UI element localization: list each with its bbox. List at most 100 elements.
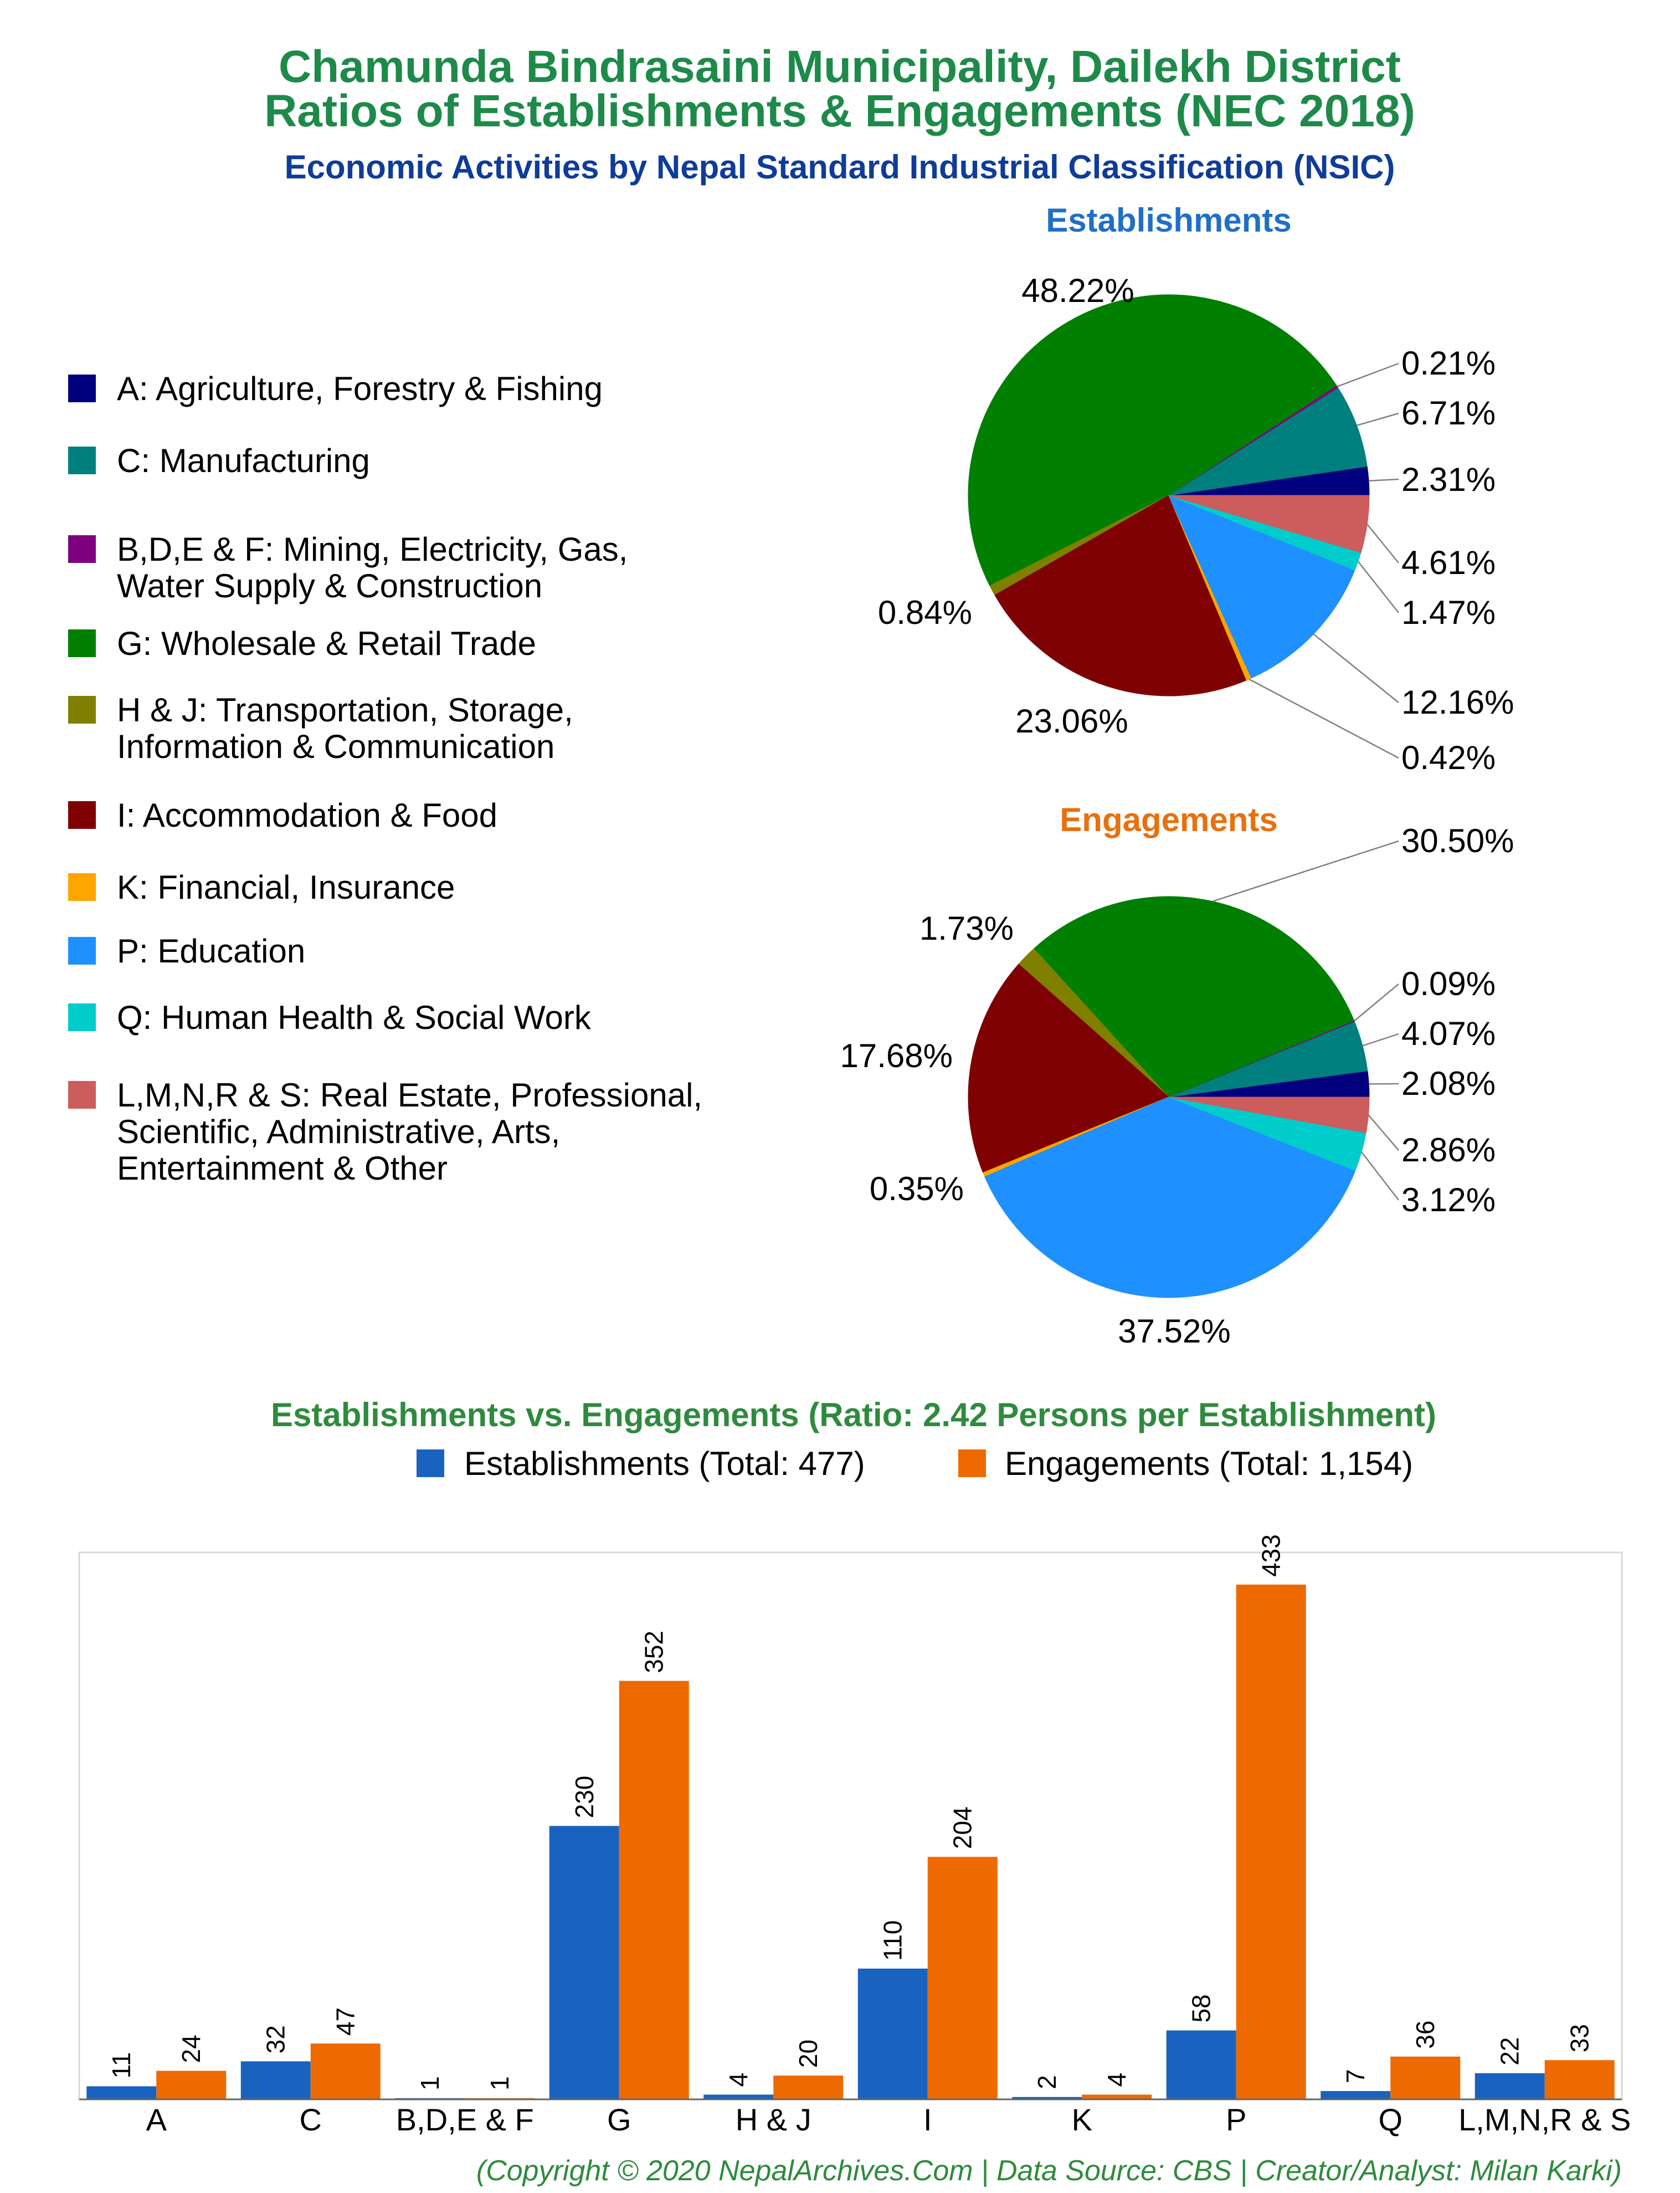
legend-swatch-4 (68, 629, 96, 657)
engagements-pie: 2.08% 4.07% 0.09% 30.50% 1.73% 17.68% 0.35% 37.… (840, 822, 1514, 1350)
x-tick-label-i: I (923, 2102, 932, 2137)
bar-establishments-g (549, 1826, 619, 2099)
bar-engagements-k (1082, 2094, 1152, 2099)
pie-label-c: 6.71% (1401, 394, 1496, 432)
legend-label-3: Water Supply & Construction (117, 567, 542, 604)
legend-label-10: Entertainment & Other (117, 1150, 448, 1187)
bar-value-label: 58 (1187, 1994, 1216, 2022)
x-tick-label-h-j: H & J (736, 2102, 811, 2137)
pie-slice-c (1168, 387, 1368, 496)
legend-label-10: Scientific, Administrative, Arts, (117, 1113, 560, 1150)
pie-label-k: 0.35% (870, 1170, 964, 1207)
pie-slice-g (1033, 896, 1355, 1098)
bar-engagements-a (156, 2071, 227, 2099)
bar-engagements-l-m-n-r-s (1544, 2060, 1615, 2099)
bar-value-label: 24 (177, 2035, 205, 2063)
legend-swatch-9 (68, 1003, 96, 1031)
bar-value-label: 230 (570, 1776, 599, 1818)
pie-label-a: 2.08% (1401, 1065, 1496, 1102)
bar-engagements-q (1390, 2056, 1461, 2099)
pie-leader-line (1361, 1151, 1399, 1201)
bar-establishments-h-j (703, 2094, 774, 2099)
legend-label-2: C: Manufacturing (117, 442, 370, 479)
legend-label-4: G: Wholesale & Retail Trade (117, 625, 536, 662)
x-tick-label-q: Q (1378, 2102, 1402, 2137)
legend-swatch-5 (68, 696, 96, 724)
bar-engagements-i (927, 1857, 998, 2099)
pie-label-i: 17.68% (840, 1037, 953, 1074)
bar-engagements-c (310, 2043, 381, 2099)
bar-value-label: 4 (724, 2073, 753, 2087)
x-tick-label-c: C (300, 2102, 322, 2137)
bar-engagements-p (1236, 1584, 1306, 2099)
pie-slice-g (968, 294, 1337, 586)
bar-establishments-k (1012, 2097, 1082, 2099)
bar-value-label: 32 (261, 2025, 290, 2053)
x-tick-label-l-m-n-r-s: L,M,N,R & S (1458, 2102, 1631, 2137)
legend-swatch-6 (68, 801, 96, 829)
legend-label-establishments: Establishments (Total: 477) (464, 1445, 865, 1482)
bar-value-label: 1 (485, 2076, 514, 2090)
bar-engagements-h-j (773, 2076, 844, 2099)
pie-leader-line (1313, 633, 1399, 703)
legend-swatch-8 (68, 937, 96, 965)
bar-value-label: 204 (948, 1807, 977, 1849)
page-title-line1: Chamunda Bindrasaini Municipality, Daile… (279, 42, 1401, 92)
bar-value-label: 11 (107, 2052, 136, 2079)
bar-establishments-c (240, 2061, 311, 2099)
page-title-line2: Ratios of Establishments & Engagements (… (264, 86, 1415, 136)
pie-slice-l-m-n-r-s (1168, 495, 1370, 554)
pie-label-h-j: 0.84% (878, 594, 972, 631)
pie-label-c: 4.07% (1401, 1015, 1496, 1052)
pie-label-p: 37.52% (1118, 1313, 1231, 1350)
bar-establishments-q (1321, 2090, 1391, 2099)
page-subtitle: Economic Activities by Nepal Standard In… (285, 148, 1395, 186)
bar-value-label: 352 (640, 1631, 669, 1673)
bar-value-label: 2 (1032, 2075, 1061, 2089)
pie-leader-line (1337, 362, 1399, 387)
bar-value-label: 433 (1257, 1534, 1286, 1577)
pie-label-p: 12.16% (1401, 684, 1514, 721)
bar-value-label: 7 (1341, 2069, 1370, 2083)
pie-slice-l-m-n-r-s (1168, 1096, 1370, 1134)
legend-swatch-engagements (958, 1449, 986, 1477)
legend-label-engagements: Engagements (Total: 1,154) (1005, 1445, 1413, 1482)
bar-engagements-g (619, 1680, 689, 2099)
pie-leader-line (1249, 678, 1399, 759)
pie-leader-line (1354, 983, 1399, 1022)
pie-leader-line (1212, 840, 1399, 902)
pie-label-b-d-e-f: 0.21% (1401, 345, 1496, 382)
pie-label-i: 23.06% (1015, 703, 1128, 740)
bar-value-label: 36 (1411, 2021, 1440, 2049)
bar-value-label: 33 (1565, 2024, 1594, 2052)
legend-label-10: L,M,N,R & S: Real Estate, Professional, (117, 1077, 702, 1114)
bar-establishments-l-m-n-r-s (1475, 2073, 1545, 2099)
bar-value-label: 110 (878, 1920, 907, 1961)
legend-label-7: K: Financial, Insurance (117, 869, 455, 906)
pie-label-h-j: 1.73% (919, 910, 1014, 947)
pie-leader-line (1356, 412, 1399, 427)
x-tick-label-a: A (146, 2102, 167, 2137)
pie-label-l-m-n-r-s: 2.86% (1401, 1131, 1496, 1169)
bar-value-label: 4 (1102, 2073, 1131, 2087)
legend-swatch-7 (68, 873, 96, 901)
establishments-pie-title: Establishments (1046, 202, 1291, 239)
engagements-pie-title: Engagements (1060, 801, 1277, 838)
pie-label-l-m-n-r-s: 4.61% (1401, 544, 1496, 581)
pie-label-b-d-e-f: 0.09% (1401, 965, 1496, 1002)
pie-leader-line (1357, 561, 1399, 613)
bar-chart-title: Establishments vs. Engagements (Ratio: 2… (271, 1396, 1436, 1433)
pie-label-g: 30.50% (1401, 822, 1514, 859)
bar-establishments-a (86, 2086, 157, 2099)
legend-swatch-1 (68, 375, 96, 402)
pie-slice-i (994, 495, 1247, 696)
legend-label-5: H & J: Transportation, Storage, (117, 691, 573, 729)
bar-value-label: 22 (1496, 2037, 1524, 2066)
legend-swatch-10 (68, 1081, 96, 1109)
legend-label-6: I: Accommodation & Food (117, 797, 497, 834)
x-tick-label-g: G (607, 2102, 631, 2137)
x-tick-label-p: P (1226, 2102, 1246, 2137)
bar-value-label: 1 (415, 2076, 444, 2090)
